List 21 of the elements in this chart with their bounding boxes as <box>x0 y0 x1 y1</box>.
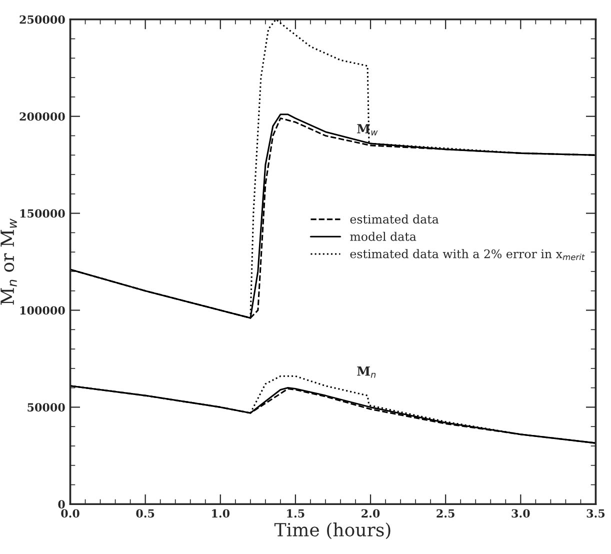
legend-label: estimated data <box>350 214 439 224</box>
y-tick-label: 250000 <box>20 15 65 24</box>
x-tick-label: 3.0 <box>512 509 530 518</box>
y-tick-label: 100000 <box>20 306 65 315</box>
x-tick-label: 1.0 <box>212 509 230 518</box>
x-axis-title: Time (hours) <box>274 522 390 540</box>
legend-label: model data <box>350 232 416 241</box>
y-tick-label: 50000 <box>28 403 65 412</box>
y-axis-title: M$_{n}$ or M$_{w}$ <box>0 218 17 305</box>
annotation: M$_{w}$ <box>357 124 378 136</box>
y-tick-label: 200000 <box>20 112 65 121</box>
x-tick-label: 0.0 <box>61 509 80 518</box>
x-tick-label: 2.0 <box>362 509 380 518</box>
legend-label: estimated data with a 2% error in x$_{merit}$ <box>350 249 585 260</box>
x-tick-label: 0.5 <box>136 509 154 518</box>
y-tick-label: 0 <box>58 500 65 509</box>
x-tick-label: 2.5 <box>436 509 454 518</box>
annotation: M$_{n}$ <box>357 366 376 378</box>
x-tick-label: 3.5 <box>586 509 605 518</box>
x-tick-label: 1.5 <box>287 509 304 518</box>
y-tick-label: 150000 <box>20 209 65 218</box>
